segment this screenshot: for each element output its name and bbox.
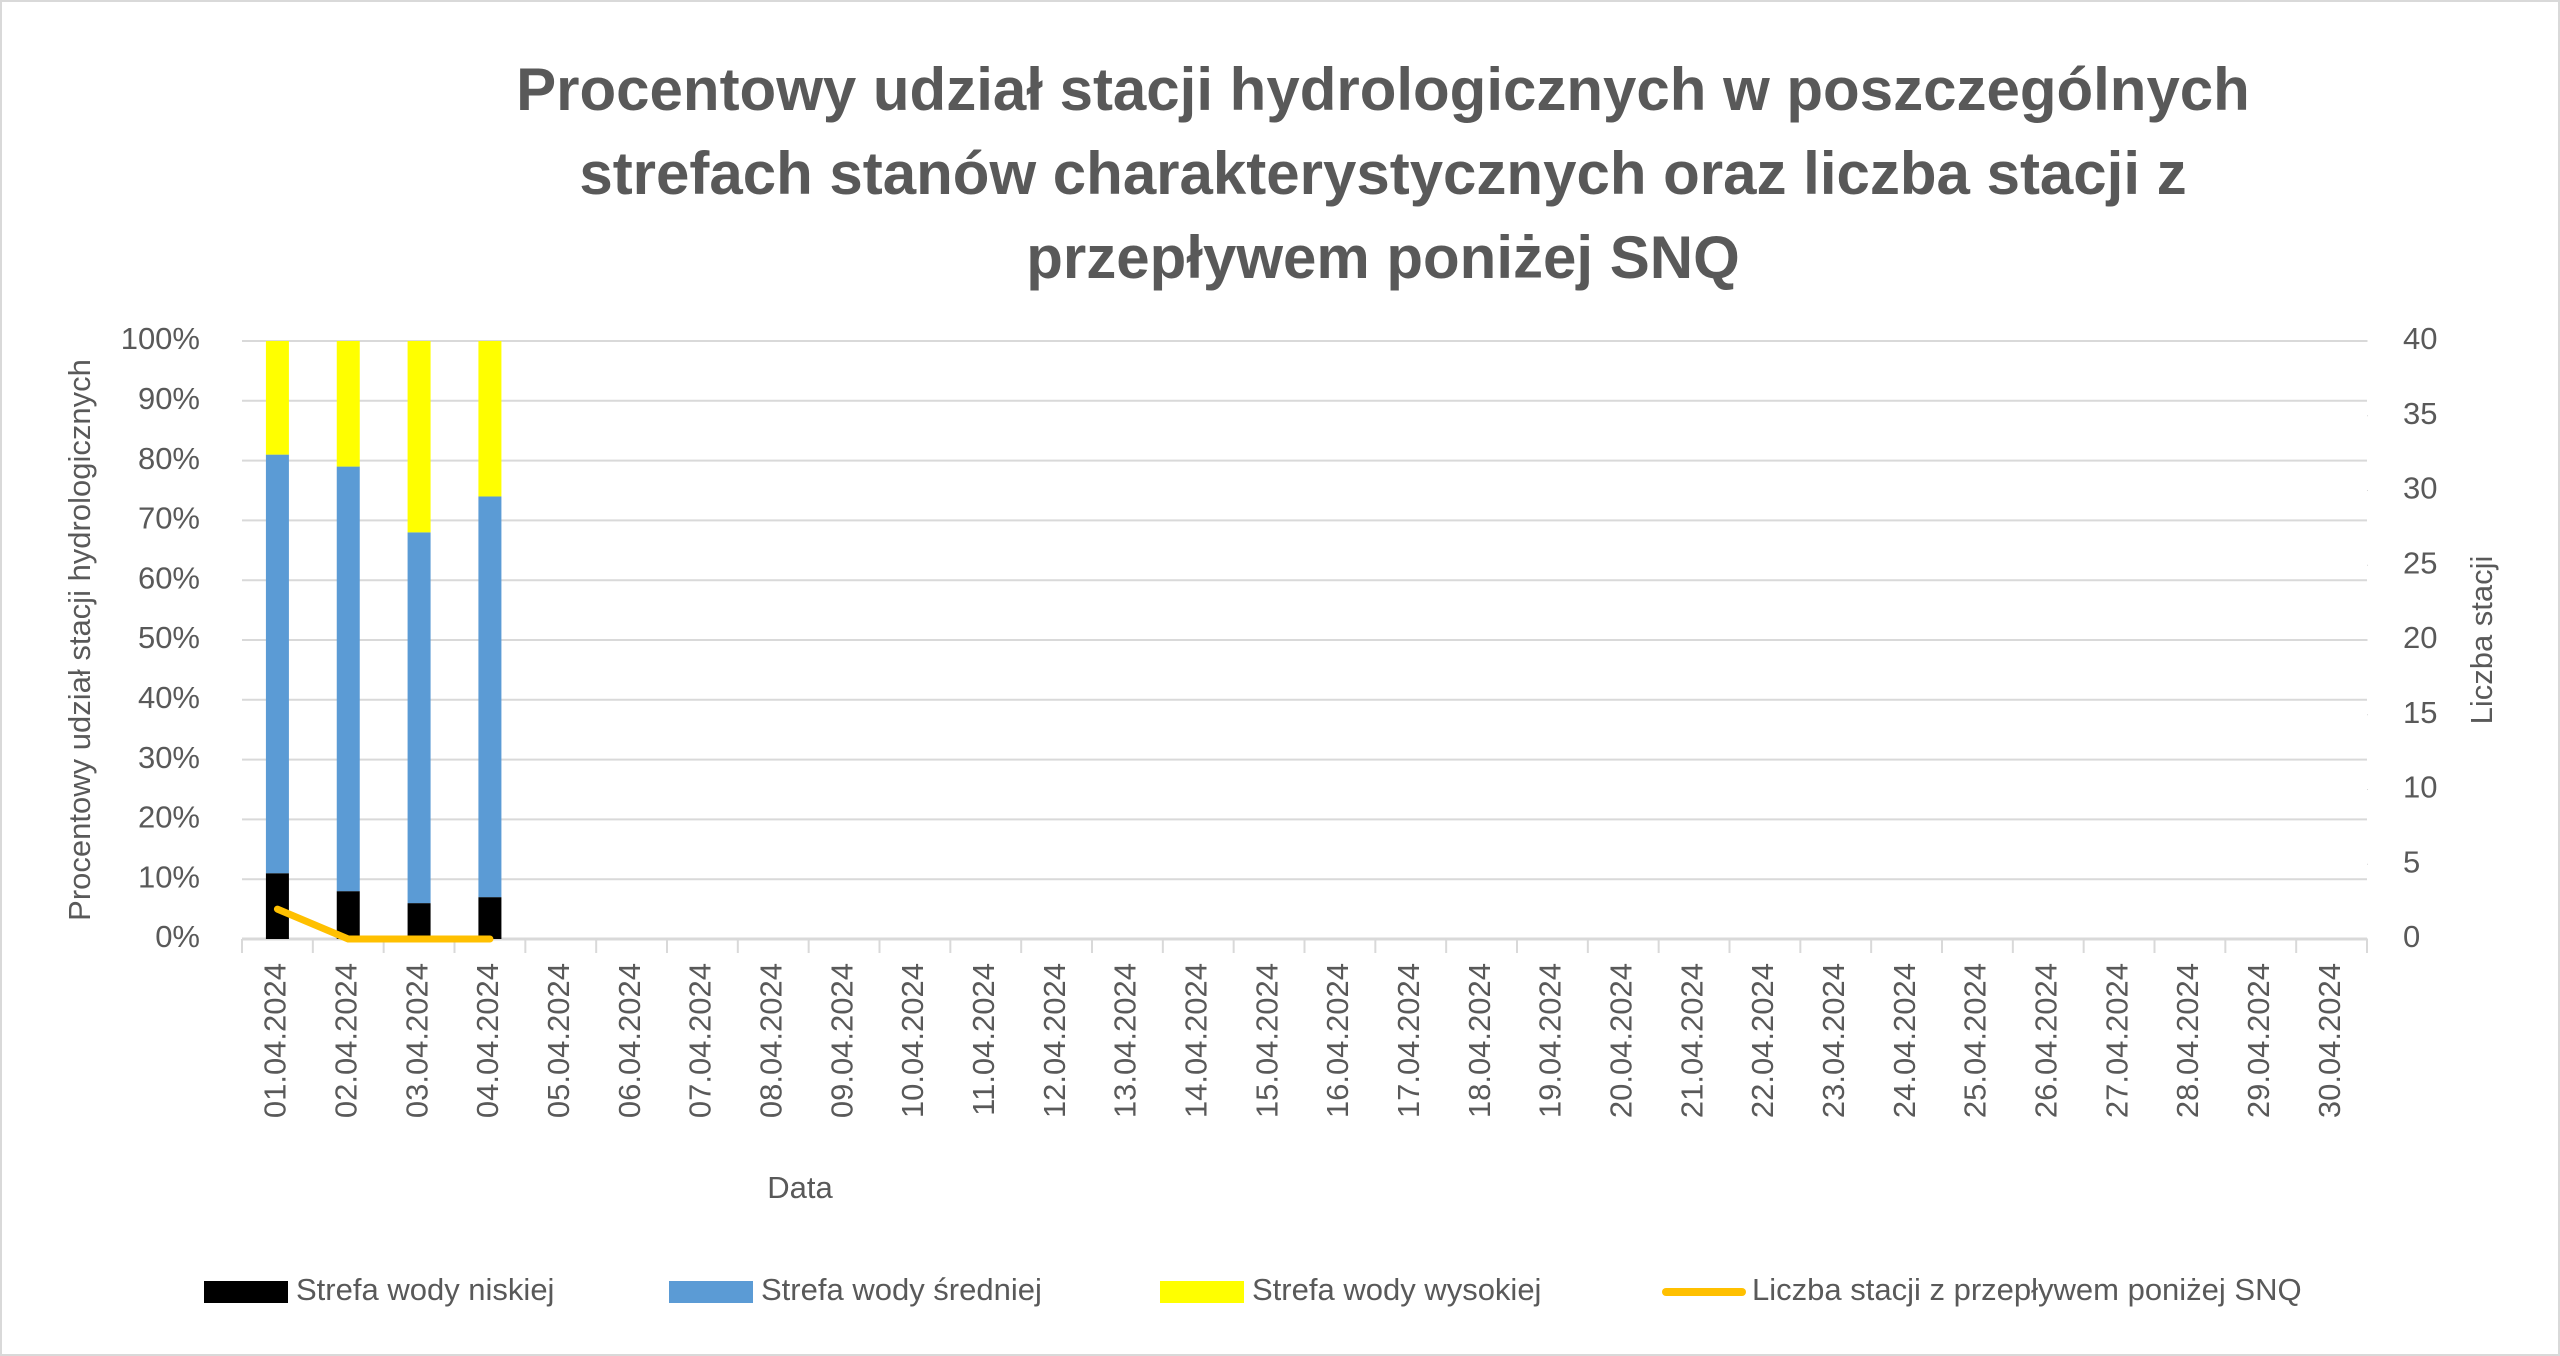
y-tick-label: 40% (138, 680, 200, 715)
bar-segment (336, 466, 360, 892)
line-series (273, 905, 494, 943)
legend-swatch (204, 1281, 288, 1303)
bar-segment (478, 897, 502, 939)
bar-segment (407, 532, 431, 904)
x-tick-label: 16.04.2024 (1320, 963, 1355, 1118)
x-tick-label: 23.04.2024 (1816, 963, 1851, 1118)
bar-segment (336, 341, 360, 467)
bar-segment (265, 341, 289, 455)
legend-label: Strefa wody wysokiej (1252, 1272, 1541, 1307)
x-tick-label: 18.04.2024 (1462, 963, 1497, 1118)
y2-tick-label: 25 (2403, 545, 2437, 580)
y2-tick-label: 35 (2403, 396, 2437, 431)
x-tick-label: 25.04.2024 (1958, 963, 1993, 1118)
x-tick-label: 30.04.2024 (2312, 963, 2347, 1118)
y-axis-title: Procentowy udział stacji hydrologicznych (62, 359, 97, 921)
legend-swatch (1160, 1281, 1244, 1303)
x-tick-label: 20.04.2024 (1603, 963, 1638, 1118)
x-tick-label: 15.04.2024 (1249, 963, 1284, 1118)
x-tick-label: 17.04.2024 (1391, 963, 1426, 1118)
y2-tick-label: 5 (2403, 844, 2420, 879)
y2-tick-label: 0 (2403, 919, 2420, 954)
bar-segment (478, 496, 502, 898)
x-tick-label: 07.04.2024 (683, 963, 718, 1118)
bar-segment (478, 341, 502, 497)
y-tick-label: 50% (138, 620, 200, 655)
y-tick-label: 10% (138, 859, 200, 894)
x-tick-label: 26.04.2024 (2028, 963, 2063, 1118)
y-tick-label: 100% (121, 321, 200, 356)
y-tick-label: 20% (138, 800, 200, 835)
x-tick-label: 12.04.2024 (1037, 963, 1072, 1118)
x-tick-label: 27.04.2024 (2099, 963, 2134, 1118)
legend-swatch (669, 1281, 753, 1303)
x-tick-label: 03.04.2024 (399, 963, 434, 1118)
bar-segment (336, 891, 360, 939)
y-tick-label: 70% (138, 501, 200, 536)
y2-axis-title: Liczba stacji (2464, 556, 2499, 725)
x-tick-label: 06.04.2024 (612, 963, 647, 1118)
x-tick-label: 21.04.2024 (1674, 963, 1709, 1118)
bar-segment (407, 341, 431, 533)
x-tick-label: 24.04.2024 (1887, 963, 1922, 1118)
x-tick-label: 29.04.2024 (2241, 963, 2276, 1118)
x-tick-label: 09.04.2024 (824, 963, 859, 1118)
bar-segment (265, 454, 289, 874)
legend-label: Strefa wody niskiej (296, 1272, 554, 1307)
y-tick-label: 30% (138, 740, 200, 775)
y2-tick-label: 30 (2403, 471, 2437, 506)
x-tick-label: 02.04.2024 (328, 963, 363, 1118)
x-tick-label: 22.04.2024 (1745, 963, 1780, 1118)
y2-tick-label: 10 (2403, 770, 2437, 805)
x-tick-label: 19.04.2024 (1533, 963, 1568, 1118)
x-tick-label: 10.04.2024 (895, 963, 930, 1118)
y-tick-label: 80% (138, 441, 200, 476)
x-axis-title: Data (767, 1170, 833, 1205)
x-tick-label: 13.04.2024 (1108, 963, 1143, 1118)
chart-title: Procentowy udział stacji hydrologicznych… (516, 56, 2250, 291)
y-tick-label: 0% (155, 919, 200, 954)
y-tick-label: 90% (138, 381, 200, 416)
x-tick-label: 08.04.2024 (753, 963, 788, 1118)
y2-tick-label: 20 (2403, 620, 2437, 655)
x-tick-label: 28.04.2024 (2170, 963, 2205, 1118)
legend-label: Strefa wody średniej (761, 1272, 1042, 1307)
x-tick-label: 01.04.2024 (258, 963, 293, 1118)
bar-segment (407, 903, 431, 939)
y2-tick-label: 40 (2403, 321, 2437, 356)
x-tick-label: 05.04.2024 (541, 963, 576, 1118)
legend-label: Liczba stacji z przepływem poniżej SNQ (1752, 1272, 2302, 1307)
x-tick-label: 14.04.2024 (1178, 963, 1213, 1118)
x-tick-label: 11.04.2024 (966, 963, 1001, 1116)
x-tick-label: 04.04.2024 (470, 963, 505, 1118)
y2-tick-label: 15 (2403, 695, 2437, 730)
y-tick-label: 60% (138, 560, 200, 595)
